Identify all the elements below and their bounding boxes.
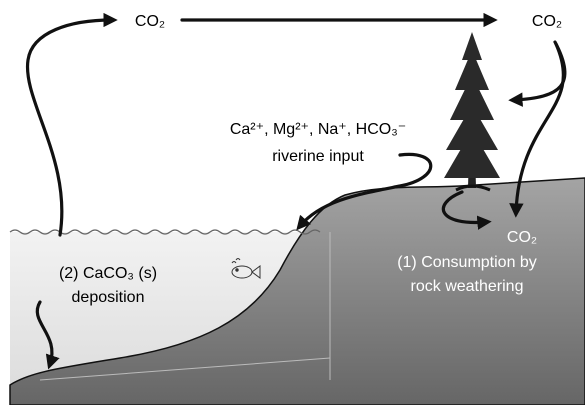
- consumption-label: rock weathering: [411, 278, 524, 295]
- sea-floor-edge: [39, 357, 331, 381]
- ions-label: Ca²⁺, Mg²⁺, Na⁺, HCO₃⁻: [230, 121, 406, 138]
- arrow-deposition: [35, 300, 60, 370]
- co2-label: CO₂: [135, 13, 165, 30]
- co2-soil-label: CO₂: [507, 229, 537, 246]
- deposition-label: (2) CaCO₃ (s): [59, 265, 157, 282]
- tree: [444, 32, 500, 192]
- arrow-co2-to-soil: [509, 42, 566, 218]
- riverine-label: riverine input: [272, 148, 364, 165]
- consumption-label: (1) Consumption by: [397, 254, 537, 271]
- fish: [231, 258, 261, 279]
- co2-label: CO₂: [532, 13, 562, 30]
- arrow-root: [441, 190, 492, 230]
- arrow-deposition-to-co2: [25, 12, 118, 237]
- land: [9, 177, 585, 405]
- arrow-riverine: [296, 152, 433, 231]
- deposition-label: deposition: [72, 289, 145, 306]
